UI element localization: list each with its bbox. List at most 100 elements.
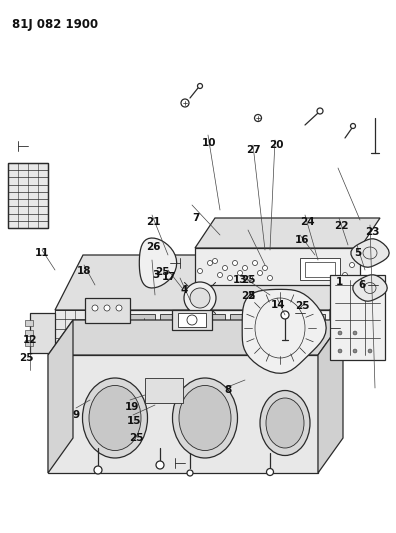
- Ellipse shape: [104, 305, 110, 311]
- Text: 81J 082 1900: 81J 082 1900: [12, 18, 98, 31]
- Ellipse shape: [173, 378, 238, 458]
- Polygon shape: [195, 218, 380, 248]
- Text: 12: 12: [23, 335, 37, 345]
- Ellipse shape: [227, 276, 232, 280]
- Ellipse shape: [156, 461, 164, 469]
- Text: 10: 10: [202, 138, 216, 148]
- Polygon shape: [351, 239, 389, 267]
- Ellipse shape: [263, 265, 268, 271]
- Ellipse shape: [187, 315, 197, 325]
- Ellipse shape: [260, 391, 310, 456]
- Ellipse shape: [208, 261, 213, 265]
- Text: 16: 16: [295, 235, 309, 245]
- Text: 25: 25: [295, 301, 309, 311]
- Ellipse shape: [281, 311, 289, 319]
- Polygon shape: [48, 320, 73, 473]
- Text: 11: 11: [35, 248, 49, 258]
- Ellipse shape: [223, 265, 227, 271]
- Bar: [300, 258, 340, 280]
- Ellipse shape: [257, 328, 293, 368]
- Text: 14: 14: [271, 300, 285, 310]
- Ellipse shape: [250, 320, 300, 376]
- Ellipse shape: [350, 124, 356, 128]
- Ellipse shape: [94, 466, 102, 474]
- Ellipse shape: [353, 331, 357, 335]
- Ellipse shape: [213, 259, 217, 263]
- Text: 25: 25: [241, 291, 255, 301]
- Text: 18: 18: [77, 266, 91, 276]
- Ellipse shape: [338, 349, 342, 353]
- Bar: [85, 298, 130, 323]
- Text: 21: 21: [146, 217, 160, 227]
- Ellipse shape: [343, 272, 348, 278]
- Text: 8: 8: [225, 385, 232, 395]
- Text: 4: 4: [180, 285, 188, 295]
- Text: 20: 20: [269, 140, 283, 150]
- Text: 13: 13: [233, 275, 247, 285]
- Ellipse shape: [268, 276, 272, 280]
- Ellipse shape: [217, 272, 223, 278]
- Text: 6: 6: [358, 280, 366, 290]
- Bar: [305, 262, 335, 277]
- Text: 15: 15: [127, 416, 141, 426]
- Ellipse shape: [238, 271, 242, 276]
- Polygon shape: [160, 314, 225, 381]
- Polygon shape: [139, 238, 177, 288]
- Polygon shape: [55, 255, 358, 310]
- Ellipse shape: [82, 378, 147, 458]
- Polygon shape: [8, 163, 48, 228]
- Text: 27: 27: [246, 145, 260, 155]
- Text: 25: 25: [129, 433, 143, 443]
- Ellipse shape: [184, 282, 216, 314]
- Bar: [25, 320, 33, 326]
- Ellipse shape: [257, 271, 263, 276]
- Ellipse shape: [248, 276, 253, 280]
- Ellipse shape: [89, 385, 141, 450]
- Ellipse shape: [181, 99, 189, 107]
- Ellipse shape: [173, 323, 211, 373]
- Polygon shape: [330, 255, 358, 385]
- Polygon shape: [48, 320, 343, 355]
- Polygon shape: [242, 289, 326, 373]
- Text: 5: 5: [354, 248, 362, 258]
- Bar: [145, 378, 183, 403]
- Ellipse shape: [350, 262, 354, 268]
- Polygon shape: [230, 314, 325, 381]
- Polygon shape: [195, 248, 360, 285]
- Text: 25: 25: [19, 353, 33, 363]
- Ellipse shape: [353, 349, 357, 353]
- Text: 24: 24: [300, 217, 314, 227]
- Ellipse shape: [338, 331, 342, 335]
- Polygon shape: [30, 313, 55, 353]
- Ellipse shape: [317, 108, 323, 114]
- Bar: [25, 330, 33, 336]
- Text: 19: 19: [125, 402, 139, 412]
- Bar: [172, 310, 212, 330]
- Text: 3: 3: [152, 270, 160, 280]
- Ellipse shape: [198, 84, 202, 88]
- Text: 1: 1: [335, 277, 343, 287]
- Text: 2: 2: [248, 291, 255, 301]
- Polygon shape: [330, 275, 385, 360]
- Polygon shape: [55, 310, 95, 385]
- Polygon shape: [98, 314, 155, 381]
- Text: 25: 25: [155, 267, 169, 277]
- Bar: [178, 313, 206, 327]
- Ellipse shape: [242, 265, 248, 271]
- Text: 7: 7: [192, 213, 200, 223]
- Ellipse shape: [180, 332, 204, 364]
- Ellipse shape: [187, 470, 193, 476]
- Ellipse shape: [253, 261, 257, 265]
- Text: 23: 23: [365, 227, 379, 237]
- Ellipse shape: [267, 469, 274, 475]
- Text: 26: 26: [146, 242, 160, 252]
- Ellipse shape: [190, 288, 210, 308]
- Polygon shape: [353, 275, 387, 301]
- Polygon shape: [318, 320, 343, 473]
- Text: 22: 22: [334, 221, 348, 231]
- Ellipse shape: [116, 305, 122, 311]
- Bar: [8, 163, 48, 228]
- Ellipse shape: [232, 261, 238, 265]
- Text: 17: 17: [162, 272, 176, 282]
- Polygon shape: [55, 310, 330, 385]
